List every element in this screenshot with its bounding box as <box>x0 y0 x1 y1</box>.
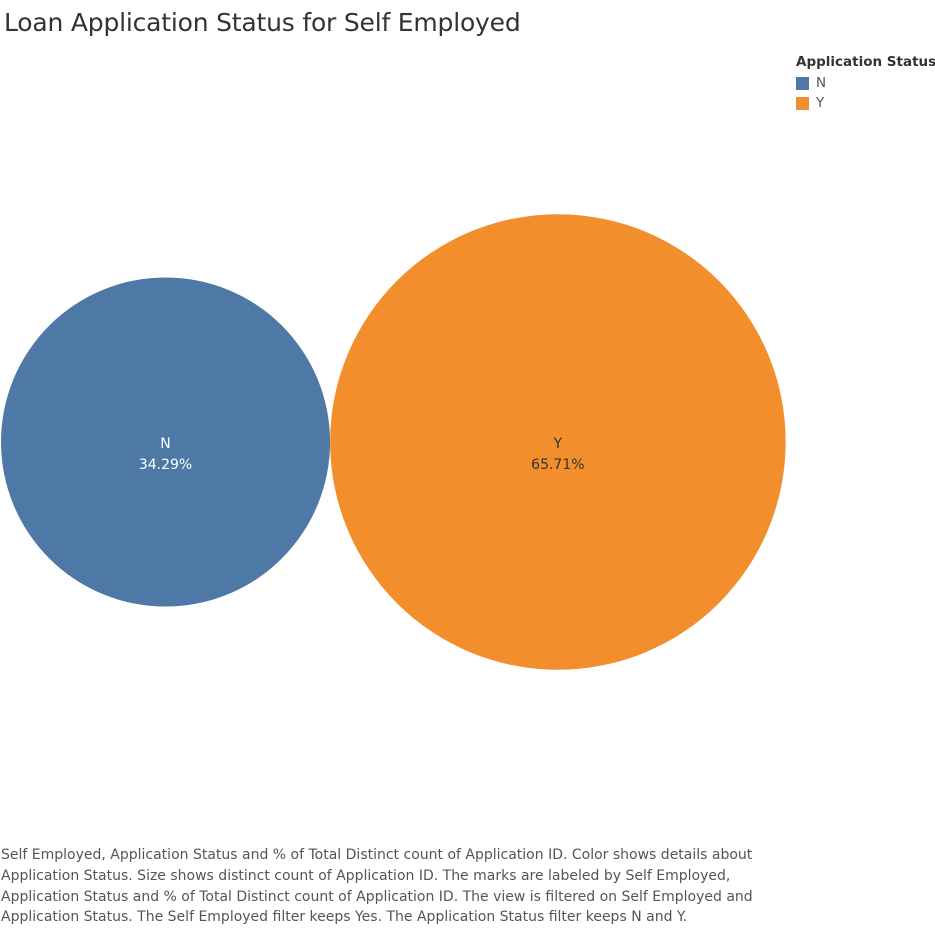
bubble-y[interactable]: Y 65.71% <box>330 214 786 670</box>
bubble-y-circle[interactable] <box>330 214 786 670</box>
legend-title: Application Status <box>796 54 935 70</box>
bubble-y-category-label: Y <box>553 436 563 452</box>
bubble-n[interactable]: N 34.29% <box>1 277 331 607</box>
legend: Application Status N Y <box>796 54 935 113</box>
bubble-n-value-label: 34.29% <box>139 457 192 473</box>
bubble-n-circle[interactable] <box>1 277 331 607</box>
bubble-chart: N 34.29% Y 65.71% <box>1 214 786 670</box>
chart-title: Loan Application Status for Self Employe… <box>4 8 521 37</box>
legend-item-y[interactable]: Y <box>796 93 935 113</box>
legend-swatch-n <box>796 76 809 90</box>
chart-caption: Self Employed, Application Status and % … <box>1 847 753 926</box>
legend-item-n[interactable]: N <box>796 73 935 93</box>
legend-swatch-y <box>796 96 809 110</box>
legend-label-y: Y <box>816 95 825 111</box>
bubble-y-value-label: 65.71% <box>531 457 584 473</box>
legend-label-n: N <box>816 75 827 91</box>
bubble-n-category-label: N <box>160 436 170 452</box>
